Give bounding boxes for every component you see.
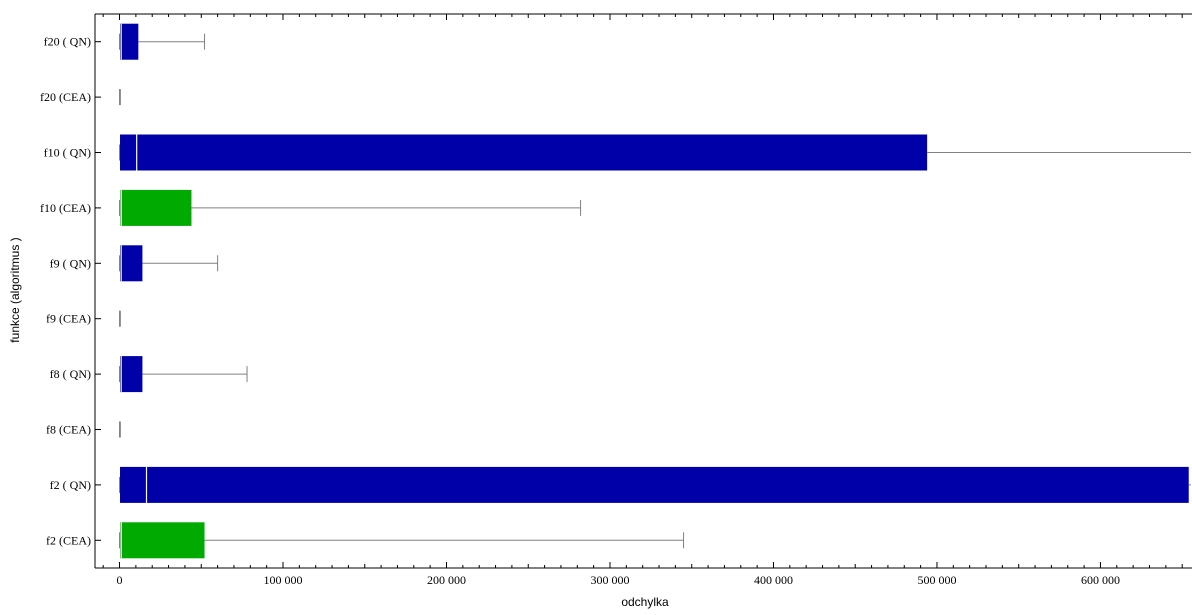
y-tick-label: f2 (CEA) (46, 533, 91, 547)
y-tick-label: f8 (CEA) (46, 423, 91, 437)
iqr-box (120, 522, 205, 559)
y-tick-label: f8 ( QN) (50, 367, 91, 381)
iqr-box (120, 356, 143, 393)
iqr-box (120, 466, 1189, 503)
iqr-box (120, 23, 139, 60)
iqr-box (120, 134, 928, 171)
box-group (119, 89, 121, 106)
y-axis-title: funkce (algoritmus ) (8, 237, 22, 342)
x-axis-title: odchylka (621, 595, 669, 609)
x-tick-label: 300 000 (590, 573, 629, 587)
box-group (119, 23, 206, 60)
box-group (119, 421, 121, 438)
x-tick-label: 400 000 (754, 573, 793, 587)
x-tick-label: 200 000 (427, 573, 466, 587)
y-tick-label: f9 (CEA) (46, 312, 91, 326)
x-tick-label: 500 000 (917, 573, 956, 587)
box-group (119, 245, 219, 282)
box-group (119, 310, 121, 327)
box-group (119, 356, 248, 393)
x-tick-label: 100 000 (264, 573, 303, 587)
boxes-layer (119, 23, 1191, 559)
iqr-box (120, 245, 143, 282)
box-group (119, 522, 685, 559)
y-tick-label: f10 ( QN) (44, 146, 91, 160)
y-tick-label: f2 ( QN) (50, 478, 91, 492)
box-group (119, 466, 1191, 503)
iqr-box (120, 189, 192, 226)
y-tick-label: f20 (CEA) (40, 90, 91, 104)
x-axis: 0 100 000 200 000 300 000 400 000 500 000 600 … (102, 14, 1183, 587)
y-tick-label: f10 (CEA) (40, 201, 91, 215)
y-tick-label: f20 ( QN) (44, 35, 91, 49)
box-group (119, 189, 582, 226)
y-tick-label: f9 ( QN) (50, 256, 91, 270)
plot-frame (94, 13, 1192, 569)
x-tick-label: 600 000 (1081, 573, 1120, 587)
x-tick-label: 0 (117, 573, 123, 587)
box-group (119, 134, 1191, 171)
y-axis: f2 (CEA) f2 ( QN) f8 (CEA) f8 ( QN) f9 (CEA)… (40, 35, 101, 547)
